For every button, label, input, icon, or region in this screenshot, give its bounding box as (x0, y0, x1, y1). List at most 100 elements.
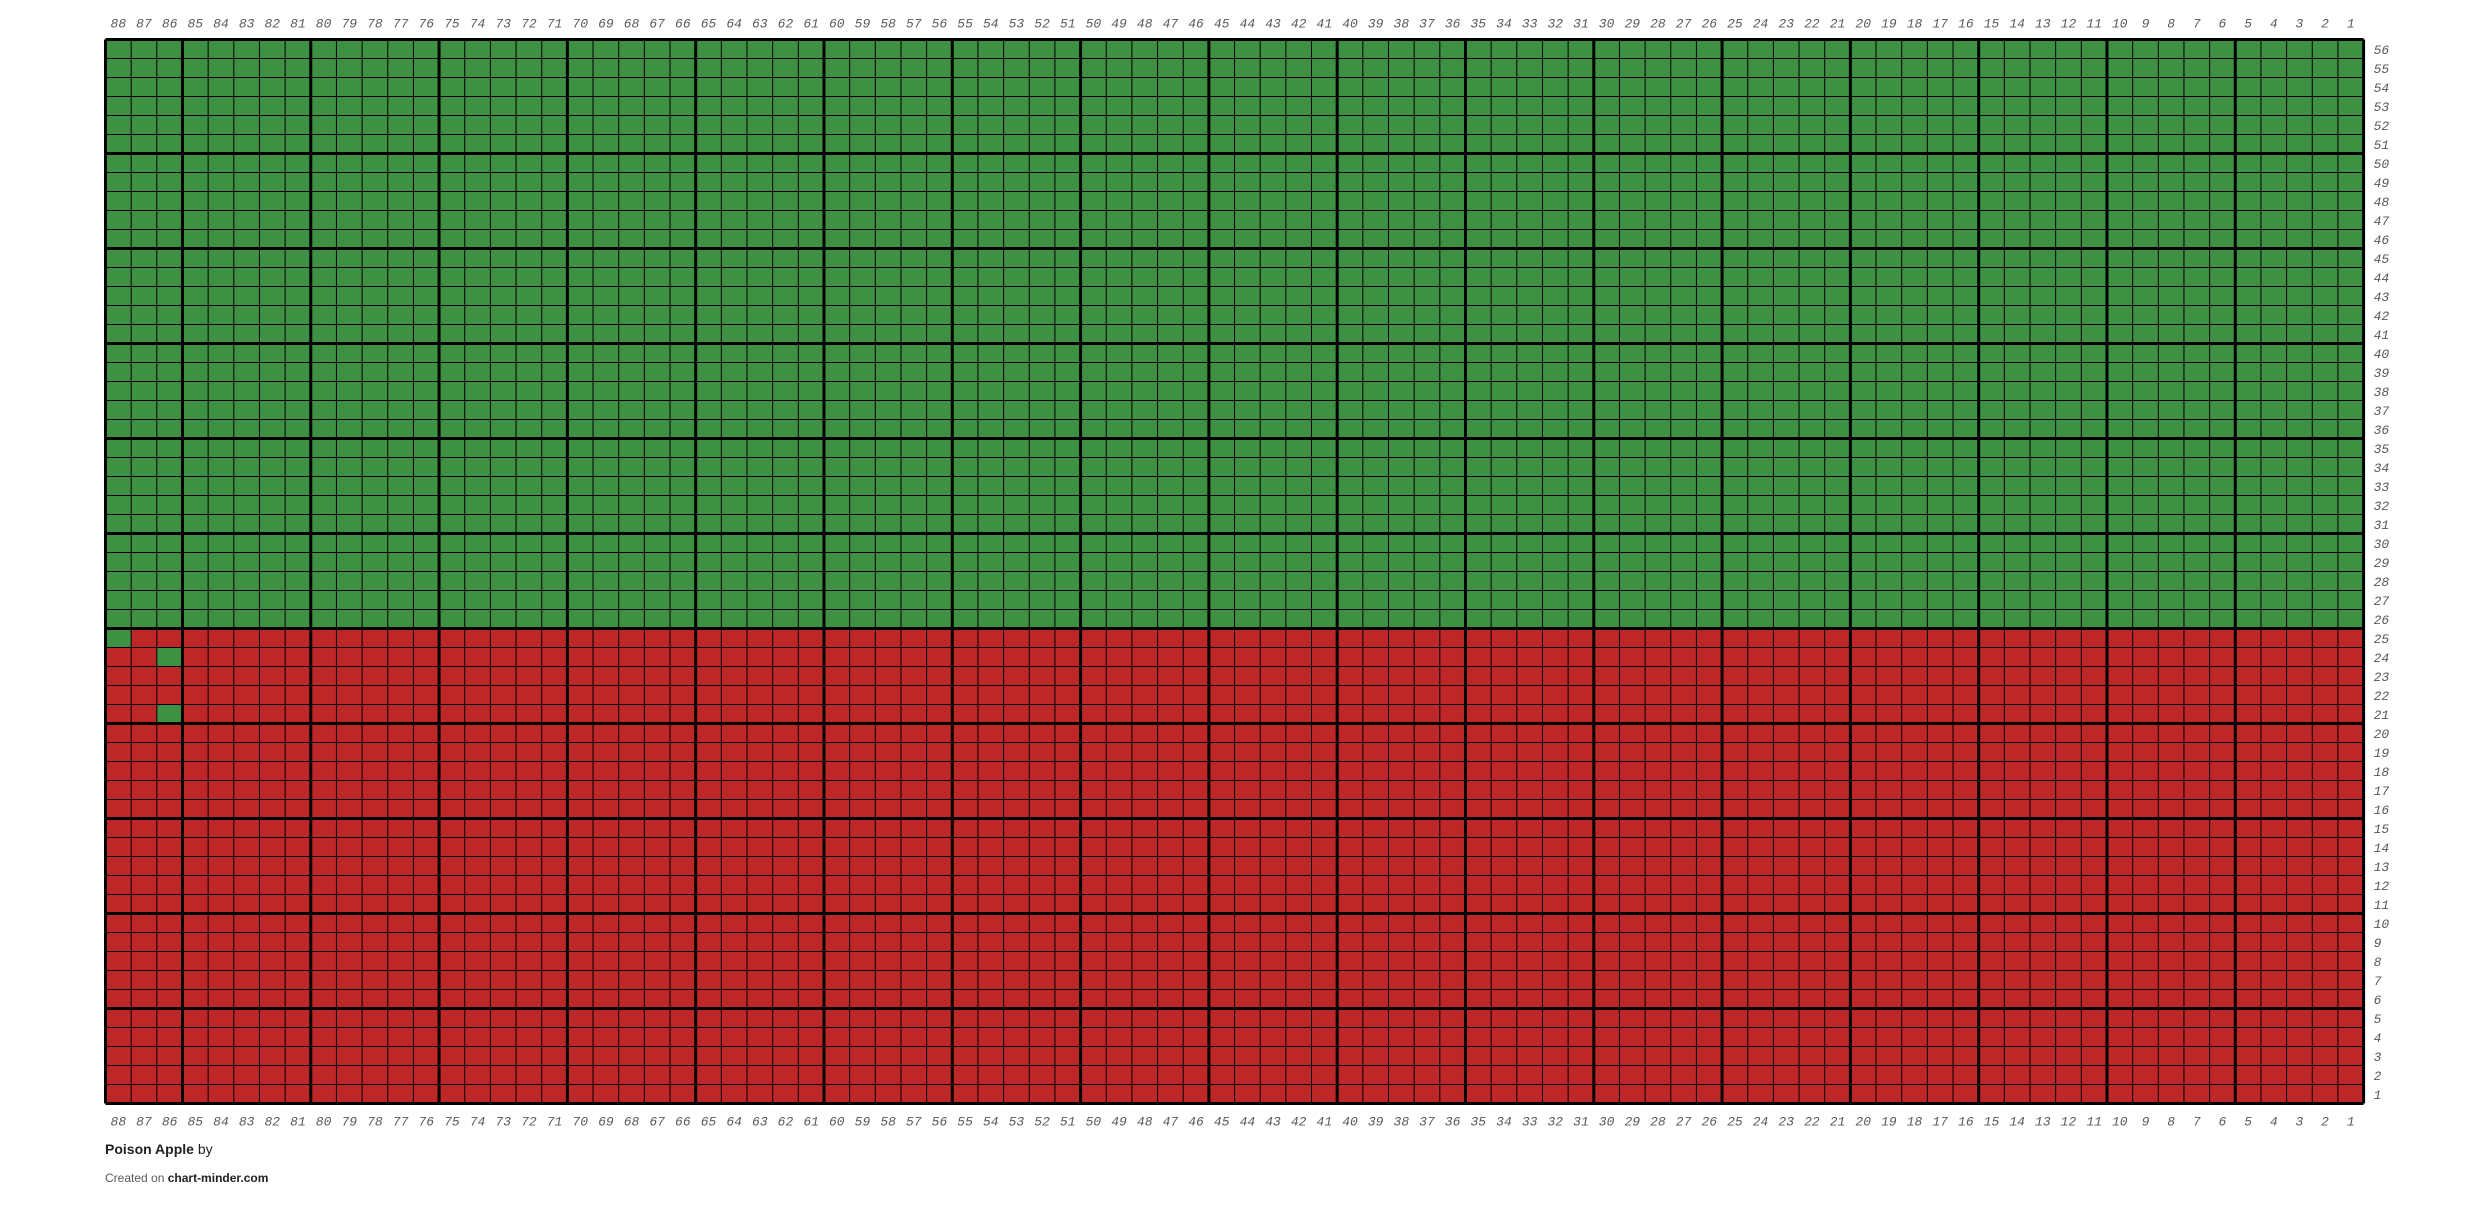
svg-text:74: 74 (470, 1115, 486, 1130)
svg-text:8: 8 (2167, 17, 2175, 32)
svg-text:8: 8 (2374, 955, 2382, 970)
svg-text:30: 30 (1599, 17, 1615, 32)
svg-text:5: 5 (2374, 1012, 2382, 1027)
svg-text:12: 12 (2374, 879, 2390, 894)
svg-text:47: 47 (1163, 1115, 1179, 1130)
svg-text:16: 16 (1958, 1115, 1974, 1130)
svg-text:44: 44 (2374, 271, 2390, 286)
svg-text:22: 22 (1804, 17, 1820, 32)
svg-text:37: 37 (1419, 1115, 1435, 1130)
svg-text:64: 64 (726, 17, 742, 32)
svg-text:64: 64 (726, 1115, 742, 1130)
svg-text:49: 49 (1111, 1115, 1127, 1130)
svg-text:28: 28 (1650, 17, 1666, 32)
svg-text:29: 29 (1624, 17, 1640, 32)
svg-text:35: 35 (1471, 17, 1487, 32)
svg-text:18: 18 (2374, 765, 2390, 780)
svg-text:15: 15 (1984, 1115, 2000, 1130)
svg-text:16: 16 (1958, 17, 1974, 32)
svg-text:88: 88 (111, 17, 127, 32)
svg-text:9: 9 (2374, 936, 2382, 951)
svg-text:70: 70 (572, 17, 588, 32)
svg-text:32: 32 (2374, 499, 2390, 514)
svg-text:9: 9 (2142, 17, 2150, 32)
svg-text:83: 83 (239, 1115, 255, 1130)
svg-text:6: 6 (2374, 993, 2382, 1008)
svg-text:1: 1 (2347, 17, 2355, 32)
svg-text:41: 41 (1317, 1115, 1333, 1130)
svg-text:29: 29 (2374, 556, 2390, 571)
svg-text:9: 9 (2142, 1115, 2150, 1130)
svg-text:47: 47 (1163, 17, 1179, 32)
svg-text:44: 44 (1240, 1115, 1256, 1130)
svg-text:51: 51 (1060, 1115, 1076, 1130)
svg-text:39: 39 (1368, 17, 1384, 32)
svg-text:38: 38 (1394, 1115, 1410, 1130)
svg-text:75: 75 (444, 17, 460, 32)
svg-text:81: 81 (290, 1115, 306, 1130)
svg-text:82: 82 (264, 1115, 280, 1130)
svg-text:61: 61 (803, 17, 819, 32)
svg-text:58: 58 (880, 17, 896, 32)
svg-text:34: 34 (1496, 1115, 1512, 1130)
svg-text:43: 43 (2374, 290, 2390, 305)
svg-text:13: 13 (2374, 860, 2390, 875)
svg-text:5: 5 (2244, 17, 2252, 32)
svg-text:44: 44 (1240, 17, 1256, 32)
svg-text:1: 1 (2374, 1088, 2382, 1103)
svg-text:28: 28 (2374, 575, 2390, 590)
svg-text:23: 23 (1778, 1115, 1794, 1130)
svg-text:41: 41 (2374, 328, 2390, 343)
svg-text:36: 36 (2374, 423, 2390, 438)
svg-text:26: 26 (1701, 1115, 1717, 1130)
svg-text:14: 14 (2009, 17, 2025, 32)
svg-text:75: 75 (444, 1115, 460, 1130)
svg-text:60: 60 (829, 1115, 845, 1130)
svg-text:38: 38 (1394, 17, 1410, 32)
svg-text:85: 85 (188, 1115, 204, 1130)
svg-text:63: 63 (752, 17, 768, 32)
svg-text:29: 29 (1624, 1115, 1640, 1130)
svg-text:79: 79 (341, 1115, 357, 1130)
svg-text:66: 66 (675, 1115, 691, 1130)
svg-text:28: 28 (1650, 1115, 1666, 1130)
svg-text:33: 33 (1522, 1115, 1538, 1130)
svg-text:56: 56 (2374, 43, 2390, 58)
svg-text:46: 46 (1188, 1115, 1204, 1130)
svg-text:20: 20 (1855, 1115, 1871, 1130)
svg-text:50: 50 (1086, 17, 1102, 32)
svg-text:73: 73 (495, 17, 511, 32)
svg-text:2: 2 (2374, 1069, 2382, 1084)
svg-text:78: 78 (367, 17, 383, 32)
svg-text:18: 18 (1907, 17, 1923, 32)
svg-text:52: 52 (2374, 119, 2390, 134)
svg-text:26: 26 (1701, 17, 1717, 32)
svg-text:19: 19 (1881, 17, 1897, 32)
svg-text:30: 30 (2374, 537, 2390, 552)
svg-text:38: 38 (2374, 385, 2390, 400)
svg-text:42: 42 (2374, 309, 2390, 324)
svg-text:46: 46 (1188, 17, 1204, 32)
svg-text:20: 20 (1855, 17, 1871, 32)
svg-text:59: 59 (855, 17, 871, 32)
svg-text:67: 67 (649, 1115, 665, 1130)
svg-text:68: 68 (624, 1115, 640, 1130)
svg-text:43: 43 (1265, 1115, 1281, 1130)
svg-text:10: 10 (2112, 17, 2128, 32)
svg-text:69: 69 (598, 17, 614, 32)
svg-text:54: 54 (983, 1115, 999, 1130)
svg-text:36: 36 (1445, 1115, 1461, 1130)
svg-text:71: 71 (547, 1115, 563, 1130)
svg-text:57: 57 (906, 1115, 922, 1130)
svg-text:7: 7 (2193, 1115, 2201, 1130)
svg-text:65: 65 (701, 1115, 717, 1130)
svg-text:12: 12 (2061, 1115, 2077, 1130)
svg-text:12: 12 (2061, 17, 2077, 32)
svg-text:55: 55 (2374, 62, 2390, 77)
svg-text:15: 15 (1984, 17, 2000, 32)
svg-text:3: 3 (2374, 1050, 2382, 1065)
svg-text:54: 54 (983, 17, 999, 32)
svg-text:65: 65 (701, 17, 717, 32)
svg-text:33: 33 (1522, 17, 1538, 32)
svg-text:5: 5 (2244, 1115, 2252, 1130)
